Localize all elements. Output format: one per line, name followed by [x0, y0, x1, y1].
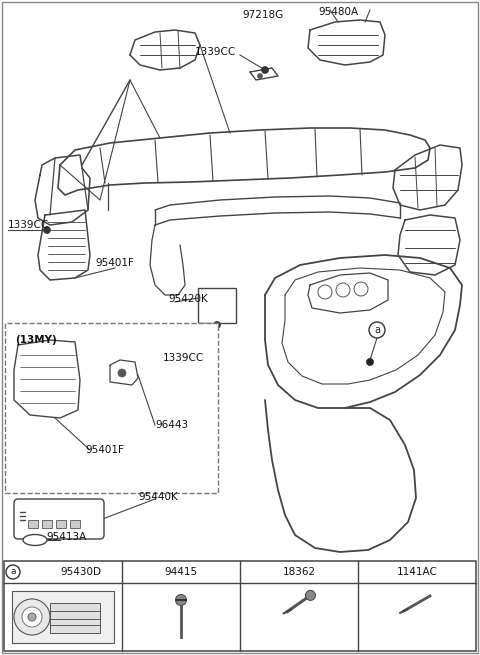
Bar: [42, 520, 52, 528]
Bar: [4, 561, 476, 651]
Circle shape: [283, 607, 292, 616]
Circle shape: [257, 73, 263, 79]
Circle shape: [28, 613, 36, 621]
Bar: [198, 288, 236, 323]
Circle shape: [22, 607, 42, 627]
Circle shape: [14, 599, 50, 635]
Circle shape: [369, 322, 385, 338]
Circle shape: [44, 227, 50, 233]
Text: a: a: [374, 325, 380, 335]
Bar: [28, 520, 38, 528]
Ellipse shape: [23, 534, 47, 546]
Text: 1141AC: 1141AC: [396, 567, 437, 577]
Text: 95440K: 95440K: [138, 492, 178, 502]
Circle shape: [206, 339, 214, 345]
Text: (13MY): (13MY): [15, 335, 57, 345]
Text: 97218G: 97218G: [242, 10, 283, 20]
Bar: [5, 323, 218, 493]
Bar: [12, 591, 114, 643]
Text: 1339CC: 1339CC: [195, 47, 236, 57]
FancyBboxPatch shape: [14, 499, 104, 539]
Text: 95401F: 95401F: [85, 445, 124, 455]
Text: 96443: 96443: [155, 420, 188, 430]
Circle shape: [207, 339, 213, 345]
Text: 95430D: 95430D: [60, 567, 101, 577]
Circle shape: [399, 606, 409, 616]
Text: 95413A: 95413A: [46, 532, 86, 542]
Bar: [70, 520, 80, 528]
Text: a: a: [10, 567, 16, 576]
Circle shape: [6, 565, 20, 579]
Text: 94415: 94415: [165, 567, 198, 577]
Circle shape: [176, 595, 187, 605]
Text: 18362: 18362: [282, 567, 315, 577]
Text: 95401F: 95401F: [95, 258, 134, 268]
Text: 1339CC: 1339CC: [163, 353, 204, 363]
Circle shape: [214, 322, 220, 329]
Circle shape: [118, 369, 126, 377]
Bar: [56, 520, 66, 528]
Text: 95480A: 95480A: [318, 7, 358, 17]
Bar: [50, 603, 100, 633]
Text: 95420K: 95420K: [168, 294, 208, 304]
Circle shape: [367, 358, 373, 365]
Circle shape: [262, 67, 268, 73]
Circle shape: [305, 590, 315, 601]
Text: 1339CC: 1339CC: [8, 220, 49, 230]
